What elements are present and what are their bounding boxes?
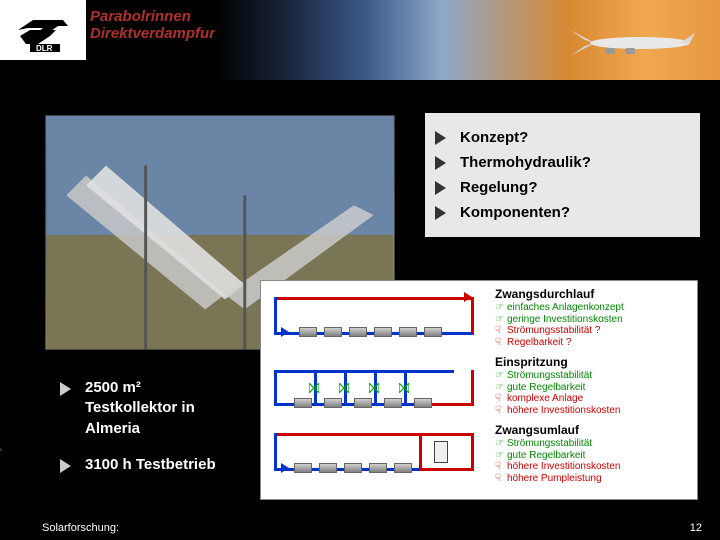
bullet-test-hours: 3100 h Testbetrieb	[60, 455, 235, 475]
bullet-test-area: 2500 m² Testkollektor in Almeria	[60, 378, 235, 439]
diagram-section-zwangsumlauf: Zwangsumlauf ☞Strömungsstabilität ☞gute …	[269, 423, 689, 485]
concept-diagram: Zwangsdurchlauf ☞einfaches Anlagenkonzep…	[260, 280, 698, 500]
diagram-section-einspritzung: Einspritzung ☞Strömungsstabilität ☞gute …	[269, 355, 689, 417]
bullet-konzept: Konzept?	[435, 129, 690, 146]
slide-title: Parabolrinnen Direktverdampfung	[86, 0, 228, 80]
diagram-section-zwangsdurchlauf: Zwangsdurchlauf ☞einfaches Anlagenkonzep…	[269, 287, 689, 349]
dlr-logo: DLR	[0, 0, 86, 60]
bullet-thermohydraulik: Thermohydraulik?	[435, 154, 690, 171]
arrow-icon	[60, 459, 71, 473]
arrow-icon	[435, 181, 446, 195]
side-label: Dateianzeige	[0, 443, 2, 490]
footer: Solarforschung: 12	[0, 522, 720, 534]
arrow-icon	[435, 206, 446, 220]
arrow-icon	[435, 156, 446, 170]
bullet-regelung: Regelung?	[435, 179, 690, 196]
title-line-1: Parabolrinnen	[90, 8, 228, 25]
test-facts: 2500 m² Testkollektor in Almeria 3100 h …	[60, 372, 235, 491]
header-image	[215, 0, 720, 80]
svg-text:DLR: DLR	[36, 44, 53, 53]
footer-left: Solarforschung:	[42, 522, 119, 534]
page-number: 12	[690, 522, 702, 534]
bullet-komponenten: Komponenten?	[435, 204, 690, 221]
arrow-icon	[435, 131, 446, 145]
question-bullets: Konzept? Thermohydraulik? Regelung? Komp…	[425, 113, 700, 237]
arrow-icon	[60, 382, 71, 396]
title-line-2: Direktverdampfung	[90, 25, 228, 42]
